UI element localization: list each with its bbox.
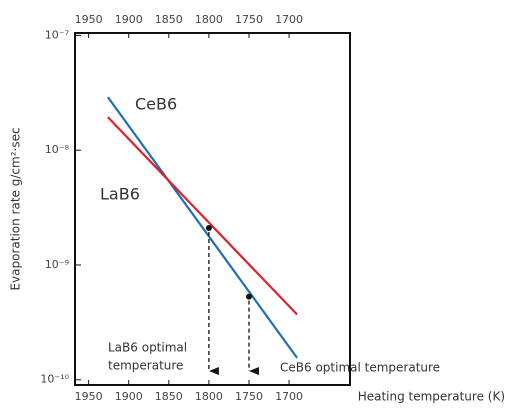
- x-top-tick-label: 1900: [115, 13, 143, 26]
- series-label: CeB6: [135, 95, 177, 114]
- annotation: LaB6 optimal: [108, 341, 187, 355]
- series-line: [107, 116, 298, 316]
- y-tick-label: 10⁻⁹: [45, 258, 69, 271]
- x-tick-label: 1700: [275, 390, 303, 403]
- x-top-tick-label: 1950: [75, 13, 103, 26]
- y-tick-label: 10⁻⁸: [45, 143, 70, 156]
- x-tick-label: 1950: [75, 390, 103, 403]
- y-tick-label: 10⁻⁷: [45, 28, 69, 41]
- x-tick-label: 1900: [115, 390, 143, 403]
- optimal-point: [205, 224, 212, 231]
- x-top-tick-label: 1800: [195, 13, 223, 26]
- x-top-tick-label: 1750: [235, 13, 263, 26]
- x-tick-label: 1800: [195, 390, 223, 403]
- y-axis-label: Evaporation rate g/cm²·sec: [9, 127, 23, 290]
- x-axis-label: Heating temperature (K): [358, 390, 505, 404]
- annotation: CeB6 optimal temperature: [280, 361, 440, 375]
- optimal-point: [245, 293, 252, 300]
- y-tick-label: 10⁻¹⁰: [40, 373, 69, 386]
- x-top-tick-label: 1850: [155, 13, 183, 26]
- x-tick-label: 1750: [235, 390, 263, 403]
- series-label: LaB6: [100, 185, 140, 204]
- annotation: temperature: [108, 359, 183, 373]
- x-tick-label: 1850: [155, 390, 183, 403]
- plot-frame: [74, 32, 351, 386]
- x-top-tick-label: 1700: [275, 13, 303, 26]
- series-line: [106, 96, 298, 359]
